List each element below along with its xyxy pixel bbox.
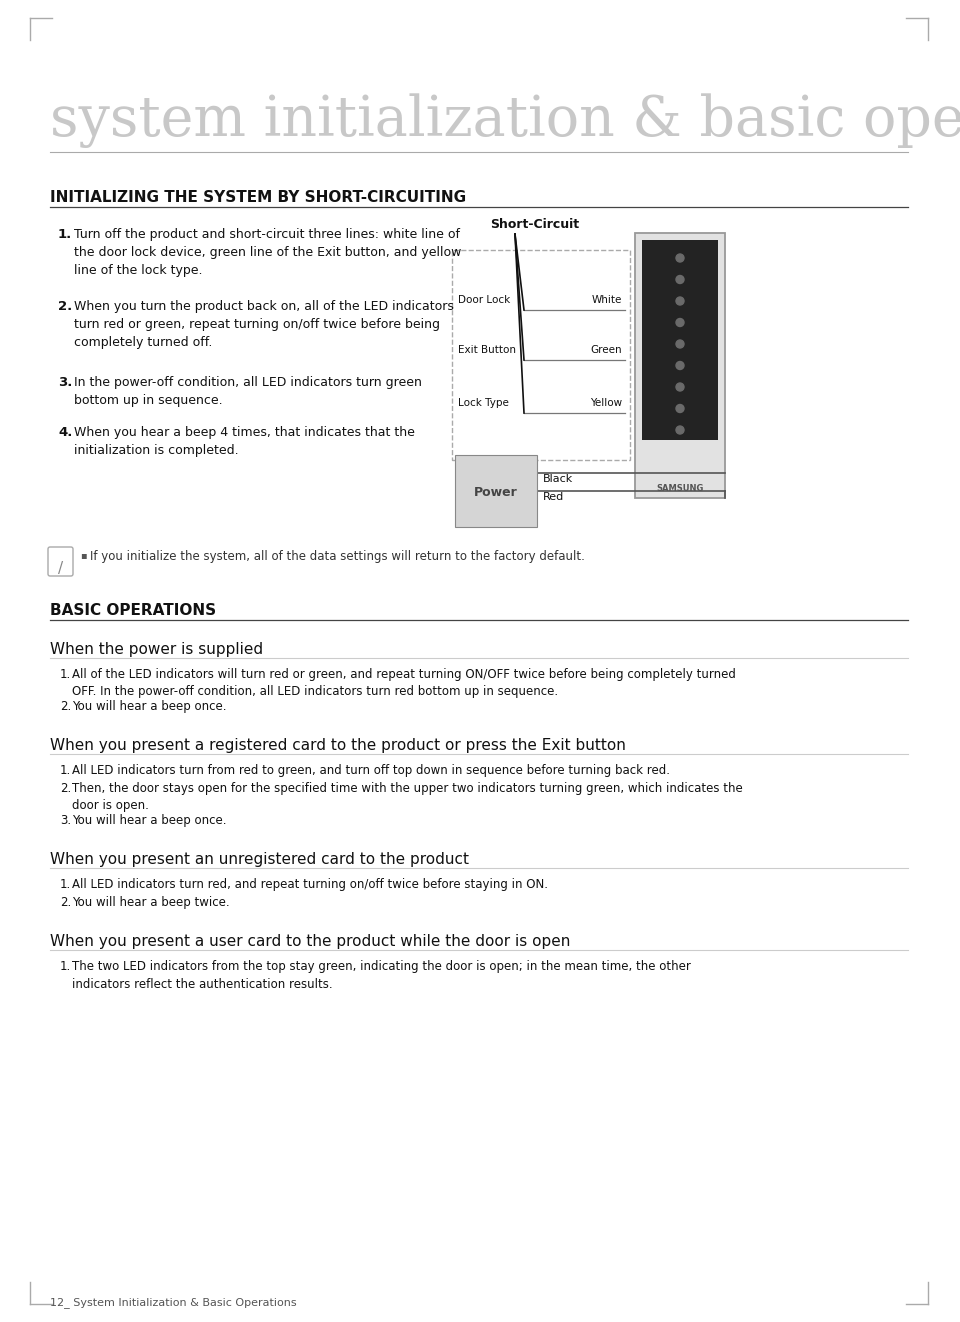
Text: Yellow: Yellow [589, 398, 622, 408]
Text: White: White [591, 295, 622, 305]
Text: You will hear a beep twice.: You will hear a beep twice. [72, 896, 229, 910]
Text: Turn off the product and short-circuit three lines: white line of
the door lock : Turn off the product and short-circuit t… [74, 227, 462, 278]
Circle shape [676, 405, 684, 412]
Text: When you turn the product back on, all of the LED indicators
turn red or green, : When you turn the product back on, all o… [74, 300, 454, 349]
Text: 1.: 1. [58, 227, 72, 241]
Circle shape [676, 426, 684, 434]
Text: 12_ System Initialization & Basic Operations: 12_ System Initialization & Basic Operat… [50, 1297, 297, 1307]
Text: 1.: 1. [60, 878, 71, 891]
Text: The two LED indicators from the top stay green, indicating the door is open; in : The two LED indicators from the top stay… [72, 960, 691, 990]
Circle shape [676, 319, 684, 327]
Text: BASIC OPERATIONS: BASIC OPERATIONS [50, 603, 216, 617]
Text: Power: Power [474, 486, 517, 500]
Text: If you initialize the system, all of the data settings will return to the factor: If you initialize the system, all of the… [90, 550, 585, 563]
Text: 4.: 4. [58, 426, 72, 439]
Circle shape [676, 340, 684, 348]
Circle shape [676, 383, 684, 391]
Bar [452, 250, 630, 460]
Text: SAMSUNG: SAMSUNG [657, 484, 704, 493]
Text: 2.: 2. [60, 701, 71, 713]
Text: In the power-off condition, all LED indicators turn green
bottom up in sequence.: In the power-off condition, all LED indi… [74, 375, 421, 407]
Text: When you hear a beep 4 times, that indicates that the
initialization is complete: When you hear a beep 4 times, that indic… [74, 426, 415, 457]
Text: 3.: 3. [58, 375, 72, 389]
Text: 3.: 3. [60, 814, 71, 828]
Text: Short-Circuit: Short-Circuit [490, 218, 579, 231]
Text: 1.: 1. [60, 764, 71, 777]
Text: ▪: ▪ [80, 550, 86, 561]
Circle shape [676, 361, 684, 370]
Text: 2.: 2. [58, 300, 72, 313]
Text: 1.: 1. [60, 668, 71, 681]
Text: 1.: 1. [60, 960, 71, 973]
Bar [642, 241, 718, 440]
Text: /: / [58, 561, 63, 576]
Text: 2.: 2. [60, 783, 71, 795]
Text: Lock Type: Lock Type [458, 398, 509, 408]
Text: All LED indicators turn from red to green, and turn off top down in sequence bef: All LED indicators turn from red to gree… [72, 764, 670, 777]
Text: Door Lock: Door Lock [458, 295, 511, 305]
Circle shape [676, 254, 684, 262]
Text: INITIALIZING THE SYSTEM BY SHORT-CIRCUITING: INITIALIZING THE SYSTEM BY SHORT-CIRCUIT… [50, 190, 467, 205]
Text: 2.: 2. [60, 896, 71, 910]
Text: When you present a registered card to the product or press the Exit button: When you present a registered card to th… [50, 738, 626, 754]
Circle shape [676, 297, 684, 305]
Text: You will hear a beep once.: You will hear a beep once. [72, 814, 227, 828]
Text: Then, the door stays open for the specified time with the upper two indicators t: Then, the door stays open for the specif… [72, 783, 743, 813]
Circle shape [676, 275, 684, 283]
Text: Black: Black [543, 475, 573, 484]
Bar [455, 455, 537, 527]
Text: All of the LED indicators will turn red or green, and repeat turning ON/OFF twic: All of the LED indicators will turn red … [72, 668, 736, 698]
Text: When you present an unregistered card to the product: When you present an unregistered card to… [50, 851, 469, 867]
Text: You will hear a beep once.: You will hear a beep once. [72, 701, 227, 713]
Text: Red: Red [543, 492, 564, 502]
Bar [635, 233, 725, 498]
Text: system initialization & basic operations: system initialization & basic operations [50, 94, 960, 148]
FancyBboxPatch shape [48, 547, 73, 576]
Text: All LED indicators turn red, and repeat turning on/off twice before staying in O: All LED indicators turn red, and repeat … [72, 878, 548, 891]
Text: Exit Button: Exit Button [458, 345, 516, 356]
Text: When you present a user card to the product while the door is open: When you present a user card to the prod… [50, 935, 570, 949]
Text: When the power is supplied: When the power is supplied [50, 642, 263, 657]
Text: Green: Green [590, 345, 622, 356]
